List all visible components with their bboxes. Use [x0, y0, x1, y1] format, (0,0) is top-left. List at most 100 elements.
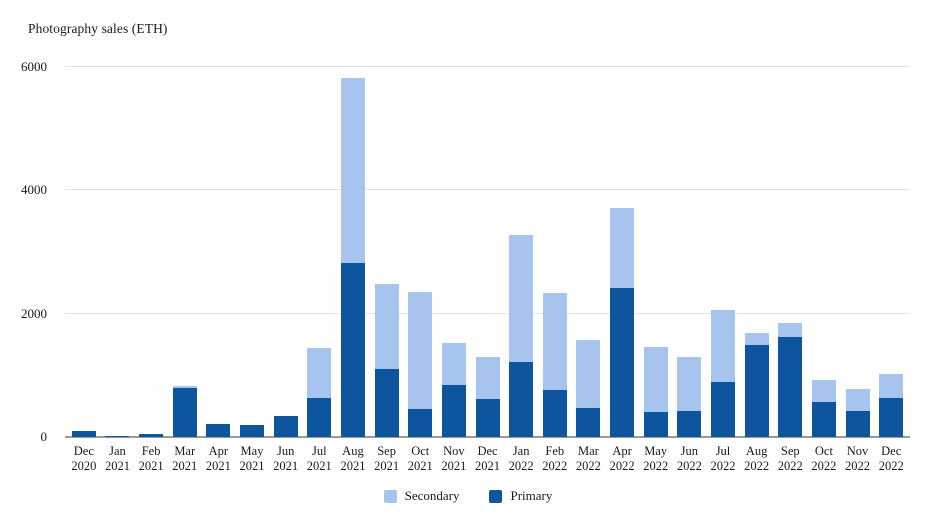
bar-segment-primary[interactable] — [811, 401, 836, 437]
bar-segment-secondary[interactable] — [576, 339, 601, 408]
bar-column: Jul 2021 — [302, 67, 336, 473]
bar-column: Oct 2021 — [403, 67, 437, 473]
bar-column: Mar 2022 — [572, 67, 606, 473]
bar-stack[interactable] — [643, 347, 668, 437]
bar-segment-primary[interactable] — [677, 411, 702, 437]
x-axis-tick-label: Jun 2022 — [676, 444, 702, 473]
x-axis-tick-label: Dec 2022 — [878, 444, 904, 473]
bar-segment-primary[interactable] — [105, 436, 130, 437]
bar-segment-primary[interactable] — [340, 263, 365, 437]
bar-segment-secondary[interactable] — [879, 374, 904, 398]
bar-column: Dec 2020 — [67, 67, 101, 473]
bar-stack[interactable] — [744, 332, 769, 437]
bar-stack[interactable] — [441, 342, 466, 437]
bar-segment-secondary[interactable] — [845, 388, 870, 412]
bar-stack[interactable] — [576, 339, 601, 437]
x-axis-line — [65, 436, 910, 438]
y-axis-tick-label: 6000 — [21, 59, 47, 74]
bar-segment-primary[interactable] — [879, 397, 904, 437]
x-axis-tick-label: May 2021 — [239, 444, 265, 473]
bar-segment-secondary[interactable] — [307, 347, 332, 398]
bar-stack[interactable] — [374, 284, 399, 437]
bar-column: Feb 2022 — [538, 67, 572, 473]
bar-stack[interactable] — [677, 357, 702, 437]
bar-stack[interactable] — [610, 208, 635, 437]
bar-segment-primary[interactable] — [542, 389, 567, 437]
bar-segment-secondary[interactable] — [677, 357, 702, 412]
bar-stack[interactable] — [307, 347, 332, 437]
bar-segment-primary[interactable] — [307, 397, 332, 437]
bar-segment-secondary[interactable] — [172, 385, 197, 388]
bar-stack[interactable] — [778, 322, 803, 437]
bar-stack[interactable] — [811, 379, 836, 437]
x-axis-tick-label: Apr 2021 — [205, 444, 231, 473]
bar-stack[interactable] — [273, 416, 298, 437]
bar-segment-primary[interactable] — [744, 344, 769, 437]
bar-segment-primary[interactable] — [610, 287, 635, 437]
bar-column: Oct 2022 — [807, 67, 841, 473]
bar-stack[interactable] — [509, 235, 534, 437]
bar-segment-secondary[interactable] — [374, 284, 399, 369]
bar-stack[interactable] — [105, 436, 130, 437]
bar-segment-primary[interactable] — [576, 407, 601, 437]
bar-column: Aug 2021 — [336, 67, 370, 473]
plot-area: Dec 2020 Jan 2021 Feb 2021 Mar 2021 Apr 2021 May 20… — [65, 66, 910, 473]
bar-segment-secondary[interactable] — [610, 208, 635, 288]
bar-segment-primary[interactable] — [845, 411, 870, 437]
bar-stack[interactable] — [206, 424, 231, 437]
bar-stack[interactable] — [845, 388, 870, 437]
bar-column: May 2021 — [235, 67, 269, 473]
bar-stack[interactable] — [475, 357, 500, 437]
bar-segment-secondary[interactable] — [542, 293, 567, 390]
bar-segment-secondary[interactable] — [710, 309, 735, 382]
bar-segment-primary[interactable] — [206, 424, 231, 437]
bar-segment-primary[interactable] — [441, 384, 466, 437]
bar-segment-secondary[interactable] — [778, 322, 803, 338]
x-axis-tick-label: Sep 2021 — [374, 444, 400, 473]
bar-column: Jan 2022 — [504, 67, 538, 473]
bars-container: Dec 2020 Jan 2021 Feb 2021 Mar 2021 Apr 2021 May 20… — [65, 67, 910, 473]
bar-segment-secondary[interactable] — [509, 235, 534, 362]
bar-segment-secondary[interactable] — [811, 379, 836, 402]
bar-segment-primary[interactable] — [408, 408, 433, 437]
legend-item-secondary[interactable]: Secondary — [383, 488, 459, 504]
bar-stack[interactable] — [408, 292, 433, 437]
x-axis-tick-label: Aug 2021 — [340, 444, 366, 473]
bar-segment-primary[interactable] — [172, 387, 197, 437]
x-axis-tick-label: Sep 2022 — [777, 444, 803, 473]
bar-column: Apr 2022 — [605, 67, 639, 473]
bar-segment-primary[interactable] — [240, 424, 265, 437]
bar-stack[interactable] — [710, 309, 735, 437]
legend-label: Primary — [510, 488, 553, 503]
bar-segment-primary[interactable] — [374, 368, 399, 437]
bar-stack[interactable] — [240, 424, 265, 437]
bar-segment-primary[interactable] — [778, 337, 803, 437]
bar-segment-primary[interactable] — [71, 431, 96, 437]
bar-segment-secondary[interactable] — [475, 357, 500, 399]
bar-stack[interactable] — [139, 433, 164, 437]
bar-segment-primary[interactable] — [509, 361, 534, 437]
bar-segment-secondary[interactable] — [408, 292, 433, 409]
bar-segment-primary[interactable] — [139, 433, 164, 437]
bar-stack[interactable] — [172, 385, 197, 437]
bar-segment-secondary[interactable] — [441, 342, 466, 385]
x-axis-tick-label: Feb 2021 — [138, 444, 164, 473]
x-axis-tick-label: Mar 2021 — [172, 444, 198, 473]
bar-segment-secondary[interactable] — [744, 332, 769, 345]
bar-segment-primary[interactable] — [710, 381, 735, 437]
bar-stack[interactable] — [879, 374, 904, 437]
x-axis-tick-label: Dec 2020 — [71, 444, 97, 473]
bar-segment-secondary[interactable] — [340, 78, 365, 264]
x-axis-tick-label: Oct 2021 — [407, 444, 433, 473]
bar-segment-secondary[interactable] — [643, 347, 668, 413]
bar-stack[interactable] — [340, 78, 365, 437]
gridline — [65, 189, 910, 191]
y-axis-tick-label: 4000 — [21, 182, 47, 198]
bar-stack[interactable] — [71, 431, 96, 437]
legend-item-primary[interactable]: Primary — [489, 488, 552, 504]
bar-stack[interactable] — [542, 293, 567, 437]
bar-segment-primary[interactable] — [475, 398, 500, 437]
bar-segment-primary[interactable] — [643, 412, 668, 437]
x-axis-tick-label: Nov 2022 — [845, 444, 871, 473]
bar-segment-primary[interactable] — [273, 416, 298, 437]
